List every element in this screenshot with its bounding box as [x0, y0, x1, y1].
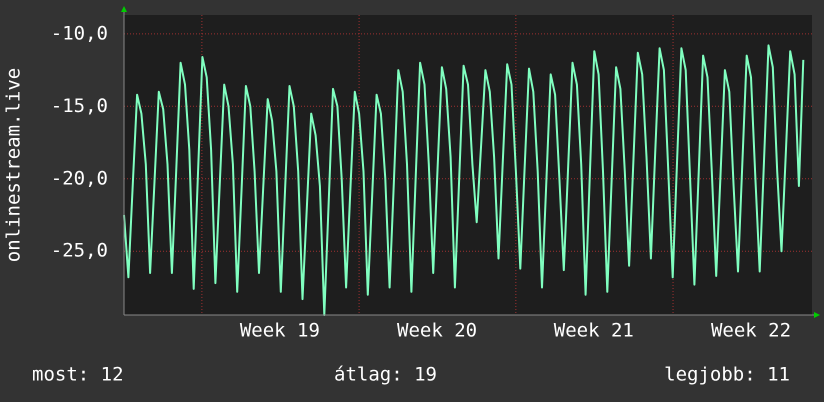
y-tick-label: -20,0	[51, 167, 108, 189]
y-axis-label: onlinestream.live	[3, 68, 25, 262]
stat-best: legjobb: 11	[664, 364, 790, 386]
y-tick-label: -25,0	[51, 240, 108, 262]
x-arrow	[814, 312, 820, 318]
x-tick-label: Week 21	[554, 320, 634, 342]
stat-current: most: 12	[32, 364, 124, 386]
marks	[123, 44, 805, 316]
y-arrow	[121, 6, 127, 12]
data-line	[123, 44, 805, 316]
y-tick-label: -10,0	[51, 22, 108, 44]
x-tick-label: Week 20	[397, 320, 477, 342]
y-tick-label: -15,0	[51, 95, 108, 117]
stat-average: átlag: 19	[334, 364, 437, 386]
plot-area	[124, 15, 812, 315]
x-tick-label: Week 22	[711, 320, 791, 342]
x-tick-label: Week 19	[240, 320, 320, 342]
